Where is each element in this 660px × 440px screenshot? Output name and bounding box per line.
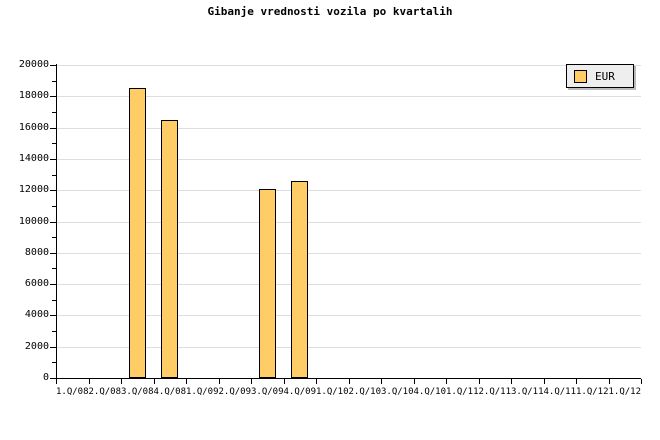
x-axis-tick xyxy=(381,379,382,384)
x-axis-label: 3.Q/11 xyxy=(510,387,544,397)
x-axis-label: 2.Q/10 xyxy=(348,387,381,397)
y-axis-tick xyxy=(50,252,56,254)
y-axis-label: 10000 xyxy=(18,215,49,227)
x-axis-label: 2.Q/09 xyxy=(218,387,251,397)
gridline xyxy=(56,284,641,286)
x-axis-tick xyxy=(511,379,512,384)
x-axis-label: 3.Q/09 xyxy=(250,387,284,397)
y-axis-minor-tick xyxy=(52,299,56,301)
x-axis-tick xyxy=(121,379,122,384)
x-axis-tick xyxy=(316,379,317,384)
x-axis-tick xyxy=(153,379,155,384)
y-axis-minor-tick xyxy=(52,205,56,207)
y-axis-tick xyxy=(50,346,56,348)
x-axis-tick xyxy=(251,379,252,384)
y-axis-tick xyxy=(50,65,56,66)
y-axis-minor-tick xyxy=(52,237,56,239)
x-axis-tick xyxy=(283,379,285,384)
x-axis-label: 1.Q/12 xyxy=(575,387,609,397)
x-axis-label: 4.Q/08 xyxy=(153,387,186,397)
y-axis-tick xyxy=(50,378,56,379)
y-axis-minor-tick xyxy=(52,80,56,82)
x-axis-tick xyxy=(478,379,480,384)
x-axis-label: 2.Q/11 xyxy=(478,387,511,397)
y-axis-label: 6000 xyxy=(24,278,49,290)
x-axis-tick xyxy=(608,379,610,384)
y-axis-label: 12000 xyxy=(18,184,49,196)
y-axis-tick xyxy=(50,221,56,223)
x-axis-label: 1.Q/12 xyxy=(608,387,641,397)
y-axis-line xyxy=(56,64,57,379)
y-axis-label: 18000 xyxy=(18,90,49,102)
y-axis-tick xyxy=(50,190,56,192)
gridline xyxy=(56,190,641,192)
x-axis-label: 1.Q/09 xyxy=(185,387,219,397)
x-axis-tick xyxy=(576,379,577,384)
y-axis-tick xyxy=(50,158,56,160)
legend-label-eur: EUR xyxy=(595,69,615,83)
gridline xyxy=(56,346,641,348)
x-axis-tick xyxy=(543,379,545,384)
x-axis-line xyxy=(56,378,641,379)
chart-title: Gibanje vrednosti vozila po kvartalih xyxy=(207,5,453,18)
x-axis-label: 1.Q/08 xyxy=(55,387,89,397)
x-axis-tick xyxy=(446,379,447,384)
y-axis-minor-tick xyxy=(52,174,56,176)
y-axis-label: 20000 xyxy=(18,59,49,70)
bar[interactable] xyxy=(291,180,309,378)
x-axis-tick xyxy=(413,379,415,384)
x-axis-label: 3.Q/10 xyxy=(380,387,414,397)
x-axis-tick xyxy=(218,379,220,384)
y-axis-label: 2000 xyxy=(24,340,49,352)
x-axis-label: 3.Q/08 xyxy=(120,387,154,397)
x-axis-label: 1.Q/11 xyxy=(445,387,479,397)
x-axis-label: 1.Q/10 xyxy=(315,387,349,397)
legend[interactable]: EUR xyxy=(566,64,634,88)
plot-area xyxy=(56,65,641,378)
x-axis-tick xyxy=(641,379,642,384)
y-axis-minor-tick xyxy=(52,143,56,145)
gridline xyxy=(56,252,641,254)
x-axis-label: 2.Q/08 xyxy=(88,387,121,397)
gridline xyxy=(56,315,641,317)
legend-swatch-eur xyxy=(574,69,587,83)
y-axis-minor-tick xyxy=(52,111,56,113)
y-axis-minor-tick xyxy=(52,268,56,270)
y-axis-tick xyxy=(50,284,56,286)
gridline xyxy=(56,221,641,223)
x-axis-label: 4.Q/09 xyxy=(283,387,316,397)
gridline xyxy=(56,65,641,66)
y-axis-minor-tick xyxy=(52,331,56,333)
y-axis-label: 16000 xyxy=(18,121,49,133)
y-axis-tick xyxy=(50,96,56,98)
y-axis-label: 4000 xyxy=(24,309,49,321)
y-axis-label: 8000 xyxy=(24,246,49,258)
y-axis-label: 0 xyxy=(42,372,49,383)
gridline xyxy=(56,127,641,129)
x-axis-tick xyxy=(348,379,350,384)
y-axis-tick xyxy=(50,127,56,129)
x-axis-tick xyxy=(56,379,57,384)
y-axis-label: 14000 xyxy=(18,152,49,164)
x-axis-tick xyxy=(88,379,90,384)
x-axis-label: 4.Q/10 xyxy=(413,387,446,397)
y-axis-tick xyxy=(50,315,56,317)
bar[interactable] xyxy=(128,88,146,378)
x-axis-label: 4.Q/11 xyxy=(543,387,576,397)
gridline xyxy=(56,96,641,98)
gridline xyxy=(56,158,641,160)
bar[interactable] xyxy=(258,188,276,378)
x-axis-tick xyxy=(186,379,187,384)
bar[interactable] xyxy=(161,119,179,378)
y-axis-minor-tick xyxy=(52,362,56,364)
